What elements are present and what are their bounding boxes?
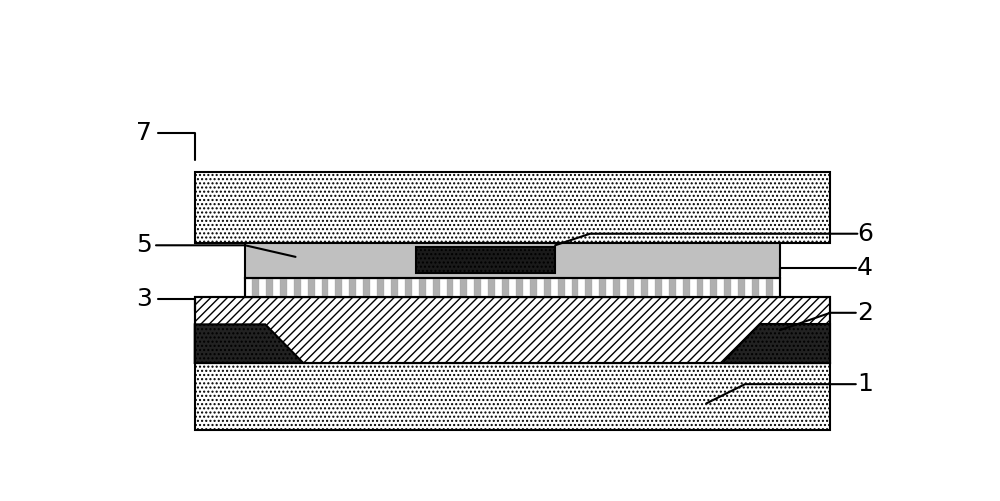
Bar: [627, 278, 634, 298]
Bar: [195, 298, 830, 363]
Text: 5: 5: [136, 233, 152, 258]
Bar: [738, 278, 745, 298]
Bar: [641, 278, 648, 298]
Text: 3: 3: [136, 287, 152, 311]
Bar: [474, 278, 481, 298]
Bar: [447, 278, 453, 298]
Bar: [195, 363, 830, 430]
Bar: [558, 278, 565, 298]
Bar: [349, 278, 356, 298]
Bar: [294, 278, 301, 298]
Text: 6: 6: [857, 222, 873, 245]
Bar: [433, 278, 440, 298]
Text: 7: 7: [136, 121, 152, 145]
Text: 1: 1: [857, 372, 873, 396]
Bar: [599, 278, 606, 298]
Bar: [391, 278, 398, 298]
Bar: [697, 278, 703, 298]
Bar: [245, 243, 780, 278]
Bar: [530, 278, 537, 298]
Bar: [280, 278, 287, 298]
Bar: [195, 298, 830, 363]
Bar: [265, 324, 760, 363]
Bar: [488, 278, 495, 298]
Bar: [252, 278, 259, 298]
Bar: [322, 278, 328, 298]
Bar: [683, 278, 690, 298]
Bar: [245, 278, 780, 298]
Text: 2: 2: [857, 301, 873, 325]
Bar: [245, 278, 780, 298]
Bar: [752, 278, 759, 298]
Bar: [266, 278, 273, 298]
Bar: [766, 278, 773, 298]
Bar: [516, 278, 523, 298]
Bar: [544, 278, 551, 298]
Bar: [405, 278, 412, 298]
Bar: [655, 278, 662, 298]
Bar: [363, 278, 370, 298]
Bar: [377, 278, 384, 298]
Polygon shape: [722, 324, 830, 363]
Bar: [613, 278, 620, 298]
Polygon shape: [195, 324, 303, 363]
Bar: [195, 172, 830, 243]
Text: 4: 4: [857, 257, 873, 281]
Bar: [585, 278, 592, 298]
Bar: [419, 278, 426, 298]
Bar: [669, 278, 676, 298]
Bar: [724, 278, 731, 298]
Bar: [572, 278, 578, 298]
Bar: [460, 278, 467, 298]
Bar: [416, 247, 555, 274]
Bar: [710, 278, 717, 298]
Bar: [308, 278, 315, 298]
Bar: [502, 278, 509, 298]
Bar: [335, 278, 342, 298]
